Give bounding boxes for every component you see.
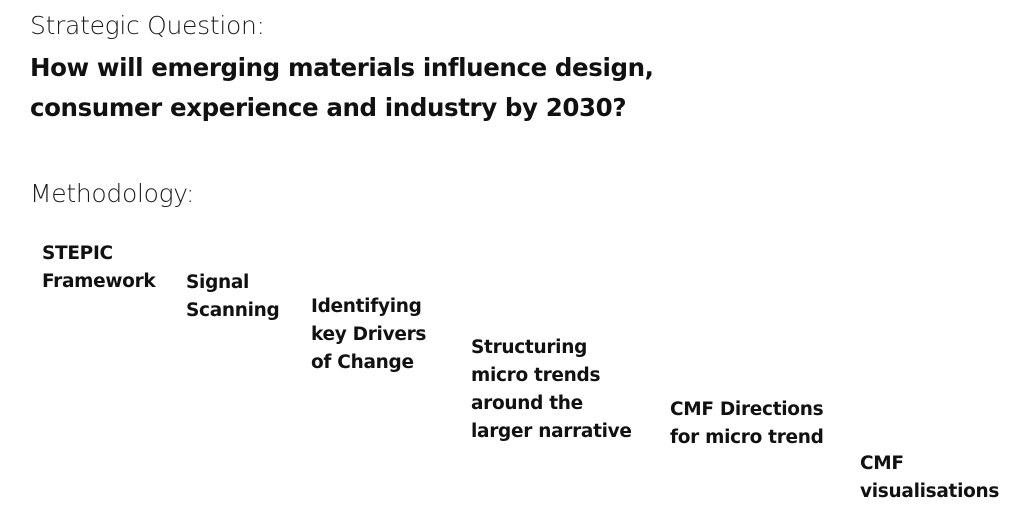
question-line: How will emerging materials influence de… [30, 53, 654, 82]
methodology-step-cmf-visualisations: CMF visualisations [860, 450, 999, 506]
step-line: Identifying [311, 296, 422, 317]
methodology-step-stepic-framework: STEPIC Framework [42, 240, 156, 296]
step-line: micro trends [471, 365, 601, 386]
question-line: consumer experience and industry by 2030… [30, 93, 627, 122]
step-line: visualisations [860, 481, 1000, 502]
step-line: Signal [186, 272, 250, 293]
step-line: Scanning [186, 300, 280, 321]
methodology-label: Methodology: [30, 179, 195, 208]
methodology-step-drivers-of-change: Identifying key Drivers of Change [311, 293, 426, 377]
step-line: for micro trend [670, 427, 824, 448]
step-line: CMF [860, 453, 904, 474]
step-line: around the [471, 393, 583, 414]
step-line: STEPIC [42, 243, 113, 264]
strategic-question-label: Strategic Question: [30, 11, 265, 40]
step-line: of Change [311, 352, 414, 373]
methodology-step-signal-scanning: Signal Scanning [186, 269, 280, 325]
methodology-step-cmf-directions: CMF Directions for micro trend [670, 396, 824, 452]
step-line: Structuring [471, 337, 588, 358]
step-line: CMF Directions [670, 399, 824, 420]
step-line: larger narrative [471, 421, 632, 442]
step-line: key Drivers [311, 324, 427, 345]
methodology-step-structuring-micro-trends: Structuring micro trends around the larg… [471, 334, 632, 446]
strategic-question-text: How will emerging materials influence de… [30, 48, 654, 128]
step-line: Framework [42, 271, 156, 292]
